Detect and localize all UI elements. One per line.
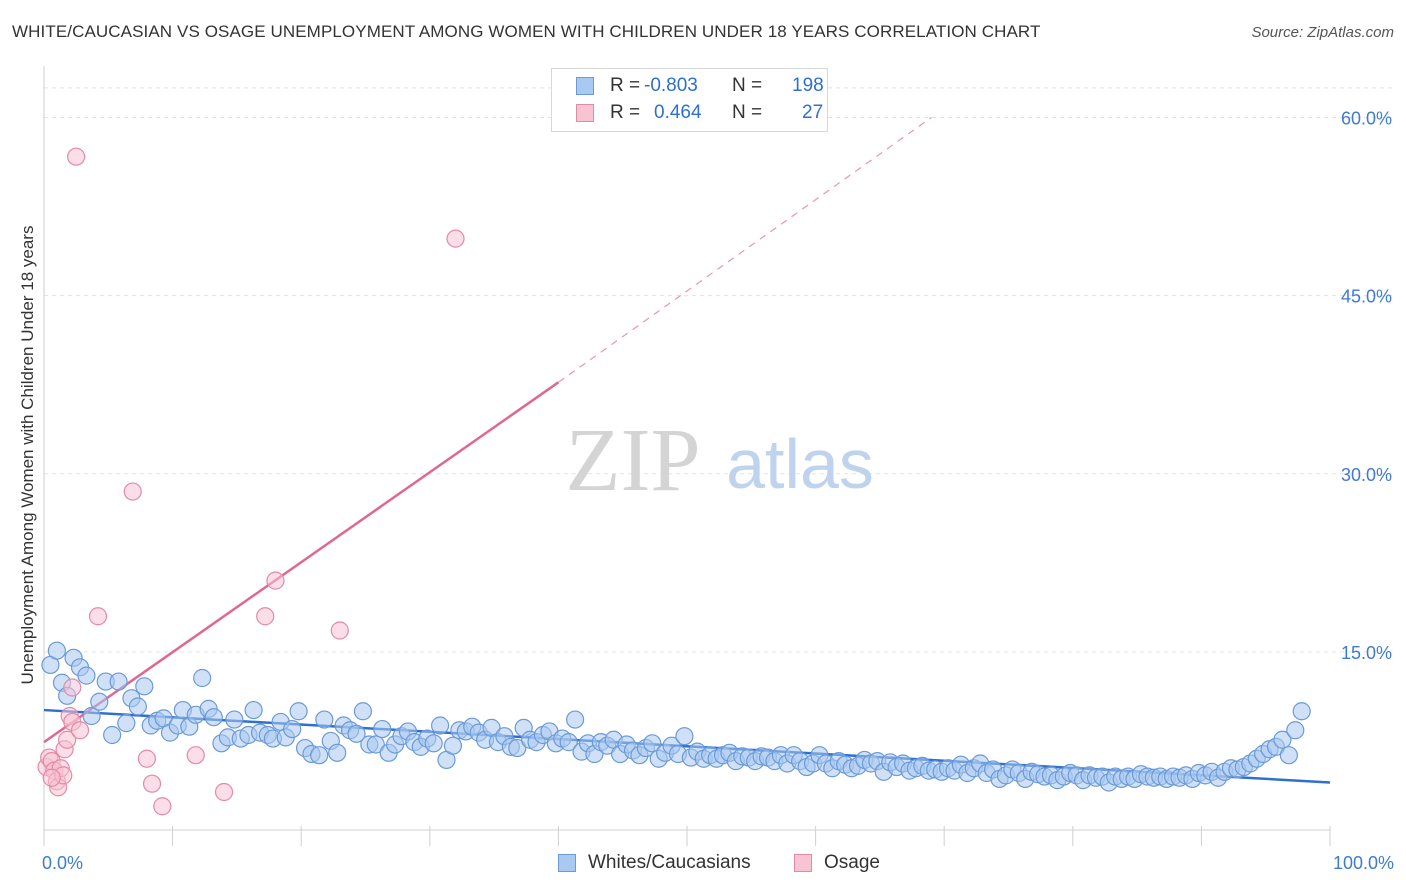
- watermark-zip: ZIP: [566, 411, 701, 510]
- point-osage: [256, 607, 275, 626]
- y-tick-label: 15.0%: [1341, 643, 1392, 663]
- bottom-legend-label-whites: Whites/Caucasians: [588, 852, 751, 873]
- point-osage: [214, 782, 234, 802]
- point-whites: [47, 641, 66, 660]
- point-whites: [103, 725, 122, 745]
- stats-legend: R = -0.803 N = 198 R = 0.464 N = 27: [551, 68, 828, 132]
- point-osage: [70, 721, 90, 740]
- legend-r-label: R =: [610, 102, 641, 123]
- legend-r-label: R =: [610, 75, 641, 96]
- point-whites: [128, 697, 147, 716]
- point-whites: [508, 738, 527, 758]
- point-whites: [225, 710, 244, 729]
- point-osage: [42, 768, 61, 787]
- point-whites: [328, 743, 347, 762]
- trend-line-osage: [43, 381, 560, 744]
- point-whites: [109, 672, 128, 691]
- point-whites: [90, 692, 109, 711]
- point-osage: [330, 621, 349, 640]
- watermark: ZIP atlas: [566, 411, 874, 510]
- legend-n-label: N =: [732, 75, 763, 96]
- point-whites: [1279, 746, 1298, 765]
- point-osage: [186, 746, 205, 765]
- point-whites: [135, 677, 154, 696]
- watermark-atlas: atlas: [726, 425, 874, 503]
- axes: [43, 66, 1331, 846]
- point-osage: [137, 749, 156, 768]
- point-whites: [373, 719, 392, 739]
- point-osage: [63, 678, 82, 697]
- point-whites: [77, 666, 96, 685]
- point-whites: [559, 733, 578, 752]
- point-whites: [193, 668, 212, 688]
- point-whites: [347, 724, 366, 743]
- point-whites: [289, 702, 308, 721]
- legend-r-value-whites: -0.803: [644, 75, 698, 96]
- legend-n-label: N =: [732, 102, 763, 123]
- legend-n-value-osage: 27: [802, 102, 824, 123]
- y-tick-label: 45.0%: [1341, 287, 1392, 307]
- point-osage: [67, 147, 86, 166]
- legend-n-value-whites: 198: [792, 75, 824, 96]
- point-osage: [153, 797, 172, 816]
- point-osage: [88, 607, 108, 626]
- point-whites: [204, 708, 223, 727]
- y-tick-label: 60.0%: [1341, 109, 1392, 129]
- source-label: Source: ZipAtlas.com: [1251, 24, 1394, 41]
- point-whites: [566, 710, 585, 729]
- point-whites: [315, 710, 334, 729]
- y-tick-label: 30.0%: [1341, 465, 1392, 485]
- point-whites: [244, 700, 263, 720]
- legend-swatch-whites: [576, 77, 594, 95]
- legend-swatch-osage: [576, 104, 594, 122]
- grid: [44, 87, 1392, 653]
- point-whites: [430, 716, 450, 735]
- legend-r-value-osage: 0.464: [654, 102, 702, 123]
- point-whites: [1273, 730, 1292, 749]
- chart-title: WHITE/CAUCASIAN VS OSAGE UNEMPLOYMENT AM…: [12, 22, 1041, 41]
- point-whites: [366, 735, 385, 754]
- point-whites: [1292, 702, 1311, 721]
- point-whites: [82, 706, 101, 726]
- point-osage: [266, 571, 285, 590]
- trend-line-osage-extension: [558, 117, 932, 383]
- point-whites: [283, 719, 302, 739]
- point-whites: [675, 727, 694, 746]
- tick-labels: 15.0% 30.0% 45.0% 60.0% 0.0% 100.0%: [42, 109, 1394, 874]
- data-points: [37, 147, 1311, 816]
- point-whites: [643, 734, 662, 753]
- x-tick-label: 0.0%: [42, 853, 83, 873]
- point-osage: [58, 730, 77, 749]
- point-whites: [117, 714, 136, 733]
- point-osage: [123, 482, 142, 501]
- x-tick-label: 100.0%: [1333, 853, 1394, 873]
- bottom-legend-swatch-whites: [558, 854, 576, 872]
- point-whites: [443, 736, 463, 755]
- point-osage: [142, 774, 162, 793]
- point-whites: [353, 702, 373, 721]
- bottom-legend-label-osage: Osage: [824, 852, 880, 873]
- point-whites: [1286, 721, 1305, 740]
- point-whites: [424, 734, 443, 753]
- point-whites: [310, 746, 329, 765]
- bottom-legend-swatch-osage: [794, 854, 812, 872]
- point-osage: [446, 229, 465, 248]
